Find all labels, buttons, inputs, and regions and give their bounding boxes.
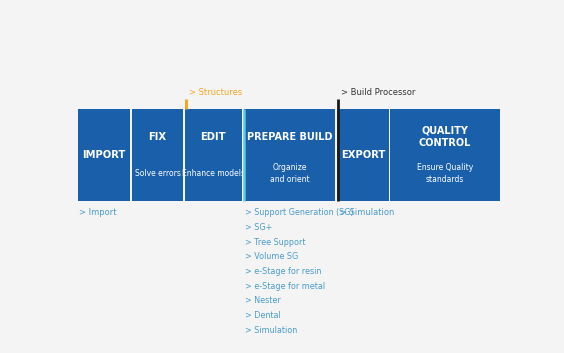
Text: QUALITY
CONTROL: QUALITY CONTROL bbox=[419, 125, 472, 148]
Text: FIX: FIX bbox=[148, 132, 166, 142]
Text: Ensure Quality
standards: Ensure Quality standards bbox=[417, 163, 473, 184]
Text: EXPORT: EXPORT bbox=[341, 150, 385, 160]
Text: > e-Stage for metal: > e-Stage for metal bbox=[245, 282, 325, 291]
Text: > Simulation: > Simulation bbox=[245, 325, 298, 335]
Text: > Nester: > Nester bbox=[245, 296, 281, 305]
Bar bbox=[132, 109, 183, 201]
Text: PREPARE BUILD: PREPARE BUILD bbox=[246, 132, 332, 142]
Bar bbox=[337, 109, 389, 201]
Bar bbox=[78, 109, 130, 201]
Bar bbox=[390, 109, 500, 201]
Text: Enhance models: Enhance models bbox=[182, 169, 245, 178]
Text: > Support Generation (SG): > Support Generation (SG) bbox=[245, 208, 354, 217]
Text: > Structures: > Structures bbox=[188, 88, 242, 97]
Text: > SG+: > SG+ bbox=[245, 223, 272, 232]
Bar bbox=[244, 109, 336, 201]
Text: EDIT: EDIT bbox=[201, 132, 226, 142]
Text: Organize
and orient: Organize and orient bbox=[270, 163, 309, 184]
Text: > Volume SG: > Volume SG bbox=[245, 252, 298, 261]
Text: > Build Processor: > Build Processor bbox=[341, 88, 415, 97]
Text: > Dental: > Dental bbox=[245, 311, 281, 320]
Text: > e-Stage for resin: > e-Stage for resin bbox=[245, 267, 321, 276]
Text: IMPORT: IMPORT bbox=[82, 150, 126, 160]
Text: > Tree Support: > Tree Support bbox=[245, 238, 306, 246]
Bar bbox=[185, 109, 242, 201]
Text: Solve errors: Solve errors bbox=[135, 169, 180, 178]
Text: > Simulation: > Simulation bbox=[340, 208, 394, 217]
Text: > Import: > Import bbox=[79, 208, 117, 217]
